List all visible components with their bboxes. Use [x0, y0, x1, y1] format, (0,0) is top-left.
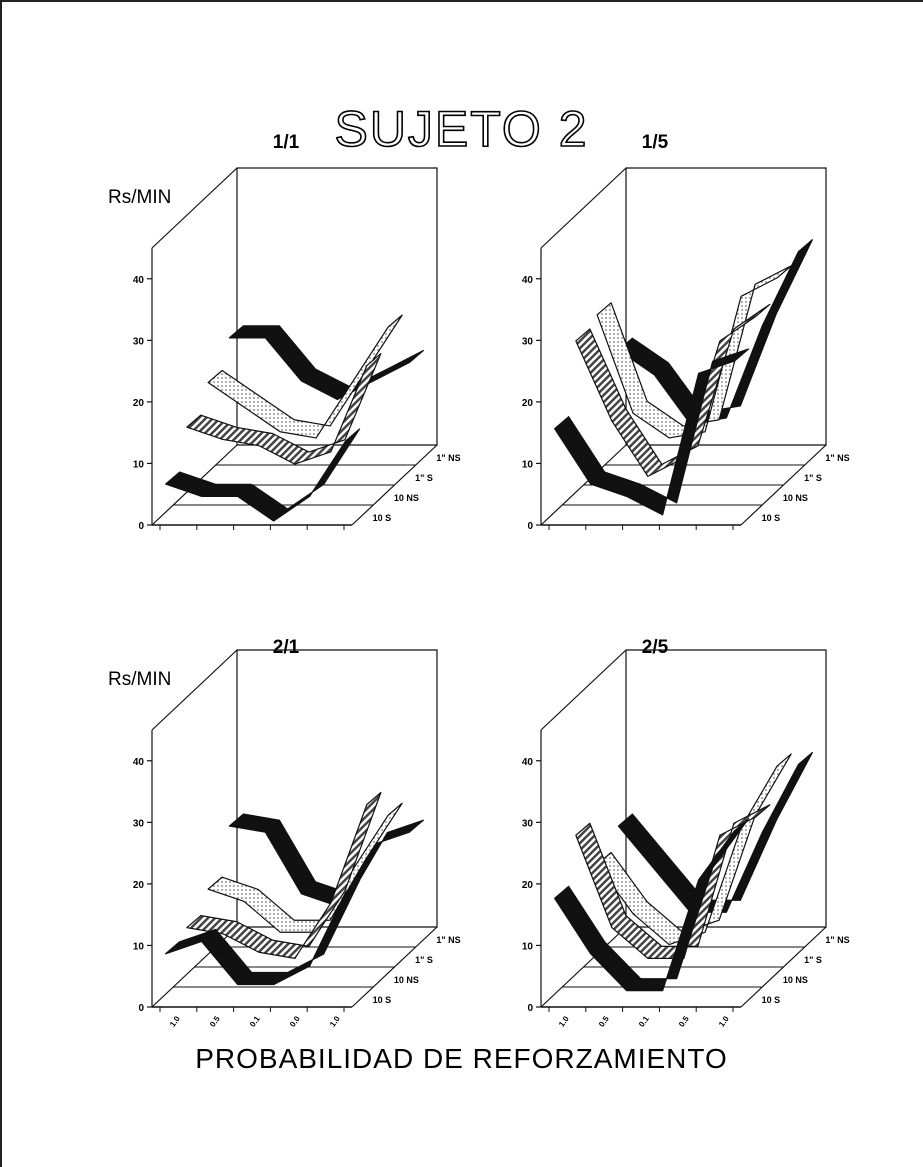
series-ribbon-10ns [186, 352, 382, 465]
x-tick-label: 0.1 [637, 1014, 651, 1029]
depth-label: 1" NS [825, 453, 849, 463]
y-tick-label: 40 [133, 757, 145, 768]
y-tick-label: 30 [522, 818, 534, 829]
y-tick-label: 20 [522, 398, 534, 409]
back-wall [236, 167, 438, 446]
x-tick-label: 0.5 [677, 1014, 691, 1029]
top-left-edge [151, 167, 238, 249]
y-tick-label: 0 [527, 521, 533, 532]
back-wall [625, 649, 827, 928]
y-tick-label: 40 [522, 757, 534, 768]
series-ribbon-10s [554, 348, 750, 516]
y-tick-label: 0 [138, 521, 144, 532]
series-ribbon-1ns [228, 325, 424, 401]
series-ribbon-10s [165, 879, 361, 986]
series-ribbon-10s [554, 818, 750, 992]
depth-label: 10 NS [394, 975, 419, 985]
series-ribbon-1s [596, 265, 792, 439]
panel-title: 2/5 [642, 637, 669, 658]
y-tick-label: 30 [522, 336, 534, 347]
series-ribbon-1s [207, 314, 403, 439]
depth-label: 10 S [373, 513, 392, 523]
depth-label: 10 S [762, 995, 781, 1005]
depth-label: 1" S [804, 955, 822, 965]
y-axis-label: Rs/MIN [108, 187, 171, 208]
x-tick-label: 0.1 [248, 1014, 262, 1029]
y-tick-label: 0 [527, 1003, 533, 1014]
depth-label: 10 S [373, 995, 392, 1005]
y-tick-label: 30 [133, 818, 145, 829]
depth-label: 10 NS [783, 975, 808, 985]
series-ribbon-10ns [575, 804, 771, 959]
x-tick-label: 0.5 [597, 1014, 611, 1029]
y-tick-label: 40 [133, 275, 145, 286]
x-tick-label: 1.0 [328, 1014, 342, 1029]
y-tick-label: 40 [522, 275, 534, 286]
x-tick-label: 0.5 [208, 1014, 222, 1029]
x-tick-label: 1.0 [557, 1014, 571, 1029]
y-tick-label: 10 [522, 941, 534, 952]
page-border-top [0, 0, 923, 2]
series-ribbon-1ns [228, 813, 424, 907]
depth-label: 10 NS [394, 493, 419, 503]
chart-panel-3: 2/1 0 10 20 30 40 Rs/MIN 1.0 0.5 0.1 0.0 1.0 1" NS1"… [108, 637, 461, 1029]
depth-label: 1" NS [436, 935, 460, 945]
panel-title: 1/5 [642, 132, 669, 153]
top-left-edge [151, 649, 238, 731]
x-tick-label: 1.0 [168, 1014, 182, 1029]
y-tick-label: 10 [133, 941, 145, 952]
x-axis-label: PROBABILIDAD DE REFORZAMIENTO [195, 1043, 728, 1074]
panel-title: 2/1 [273, 637, 300, 658]
back-wall [625, 167, 827, 446]
depth-label: 10 S [762, 513, 781, 523]
depth-label: 10 NS [783, 493, 808, 503]
panel-title: 1/1 [273, 132, 300, 153]
x-tick-label: 0.0 [288, 1014, 302, 1029]
chart-panel-4: 2/5 0 10 20 30 40 1.0 0.5 0.1 0.5 1.0 1" NS1" S 10 N… [522, 637, 850, 1029]
y-tick-label: 10 [133, 459, 145, 470]
x-tick-label: 1.0 [717, 1014, 731, 1029]
series-ribbon-10s [165, 428, 361, 522]
top-left-edge [540, 649, 627, 731]
depth-label: 1" NS [825, 935, 849, 945]
y-tick-label: 20 [133, 398, 145, 409]
depth-label: 1" S [415, 473, 433, 483]
figure-title: SUJETO 2 [334, 100, 589, 158]
depth-label: 1" NS [436, 453, 460, 463]
y-tick-label: 0 [138, 1003, 144, 1014]
page-border-left [0, 0, 2, 1167]
series-ribbon-10ns [186, 791, 382, 959]
y-tick-label: 30 [133, 336, 145, 347]
y-tick-label: 10 [522, 459, 534, 470]
series-ribbon-10ns [575, 303, 771, 477]
top-left-edge [540, 167, 627, 249]
back-wall [236, 649, 438, 928]
y-tick-label: 20 [522, 880, 534, 891]
y-axis-label: Rs/MIN [108, 669, 171, 690]
series-ribbon-1s [207, 802, 403, 933]
depth-label: 1" S [415, 955, 433, 965]
depth-label: 1" S [804, 473, 822, 483]
y-tick-label: 20 [133, 880, 145, 891]
